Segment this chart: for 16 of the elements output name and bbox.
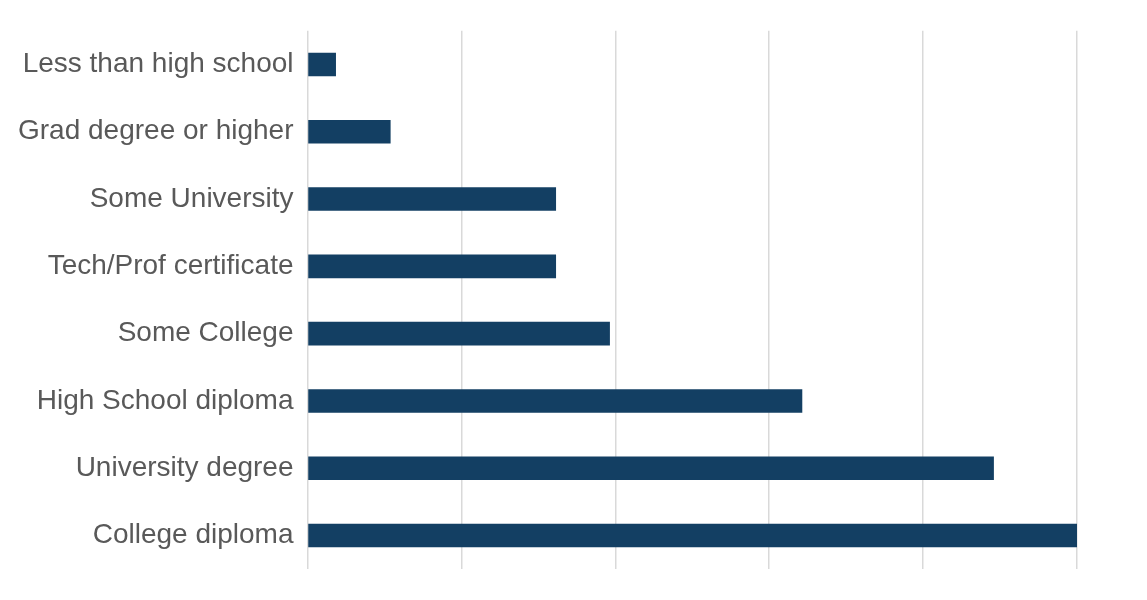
y-tick-label: Some College [117,316,294,348]
bar [308,456,994,481]
y-tick-label: College diploma [92,518,294,550]
bar [308,389,803,413]
bar [308,321,610,346]
bar [308,119,391,144]
bar [308,52,336,77]
y-tick-label: Some University [89,181,294,213]
bar [308,523,1077,548]
y-tick-label: Tech/Prof certificate [47,249,294,281]
y-tick-label: High School diploma [36,383,294,415]
bar [308,187,557,211]
y-tick-label: Less than high school [22,47,294,79]
bar [308,254,557,279]
y-tick-label: Grad degree or higher [17,114,294,146]
y-tick-label: University degree [75,450,294,482]
